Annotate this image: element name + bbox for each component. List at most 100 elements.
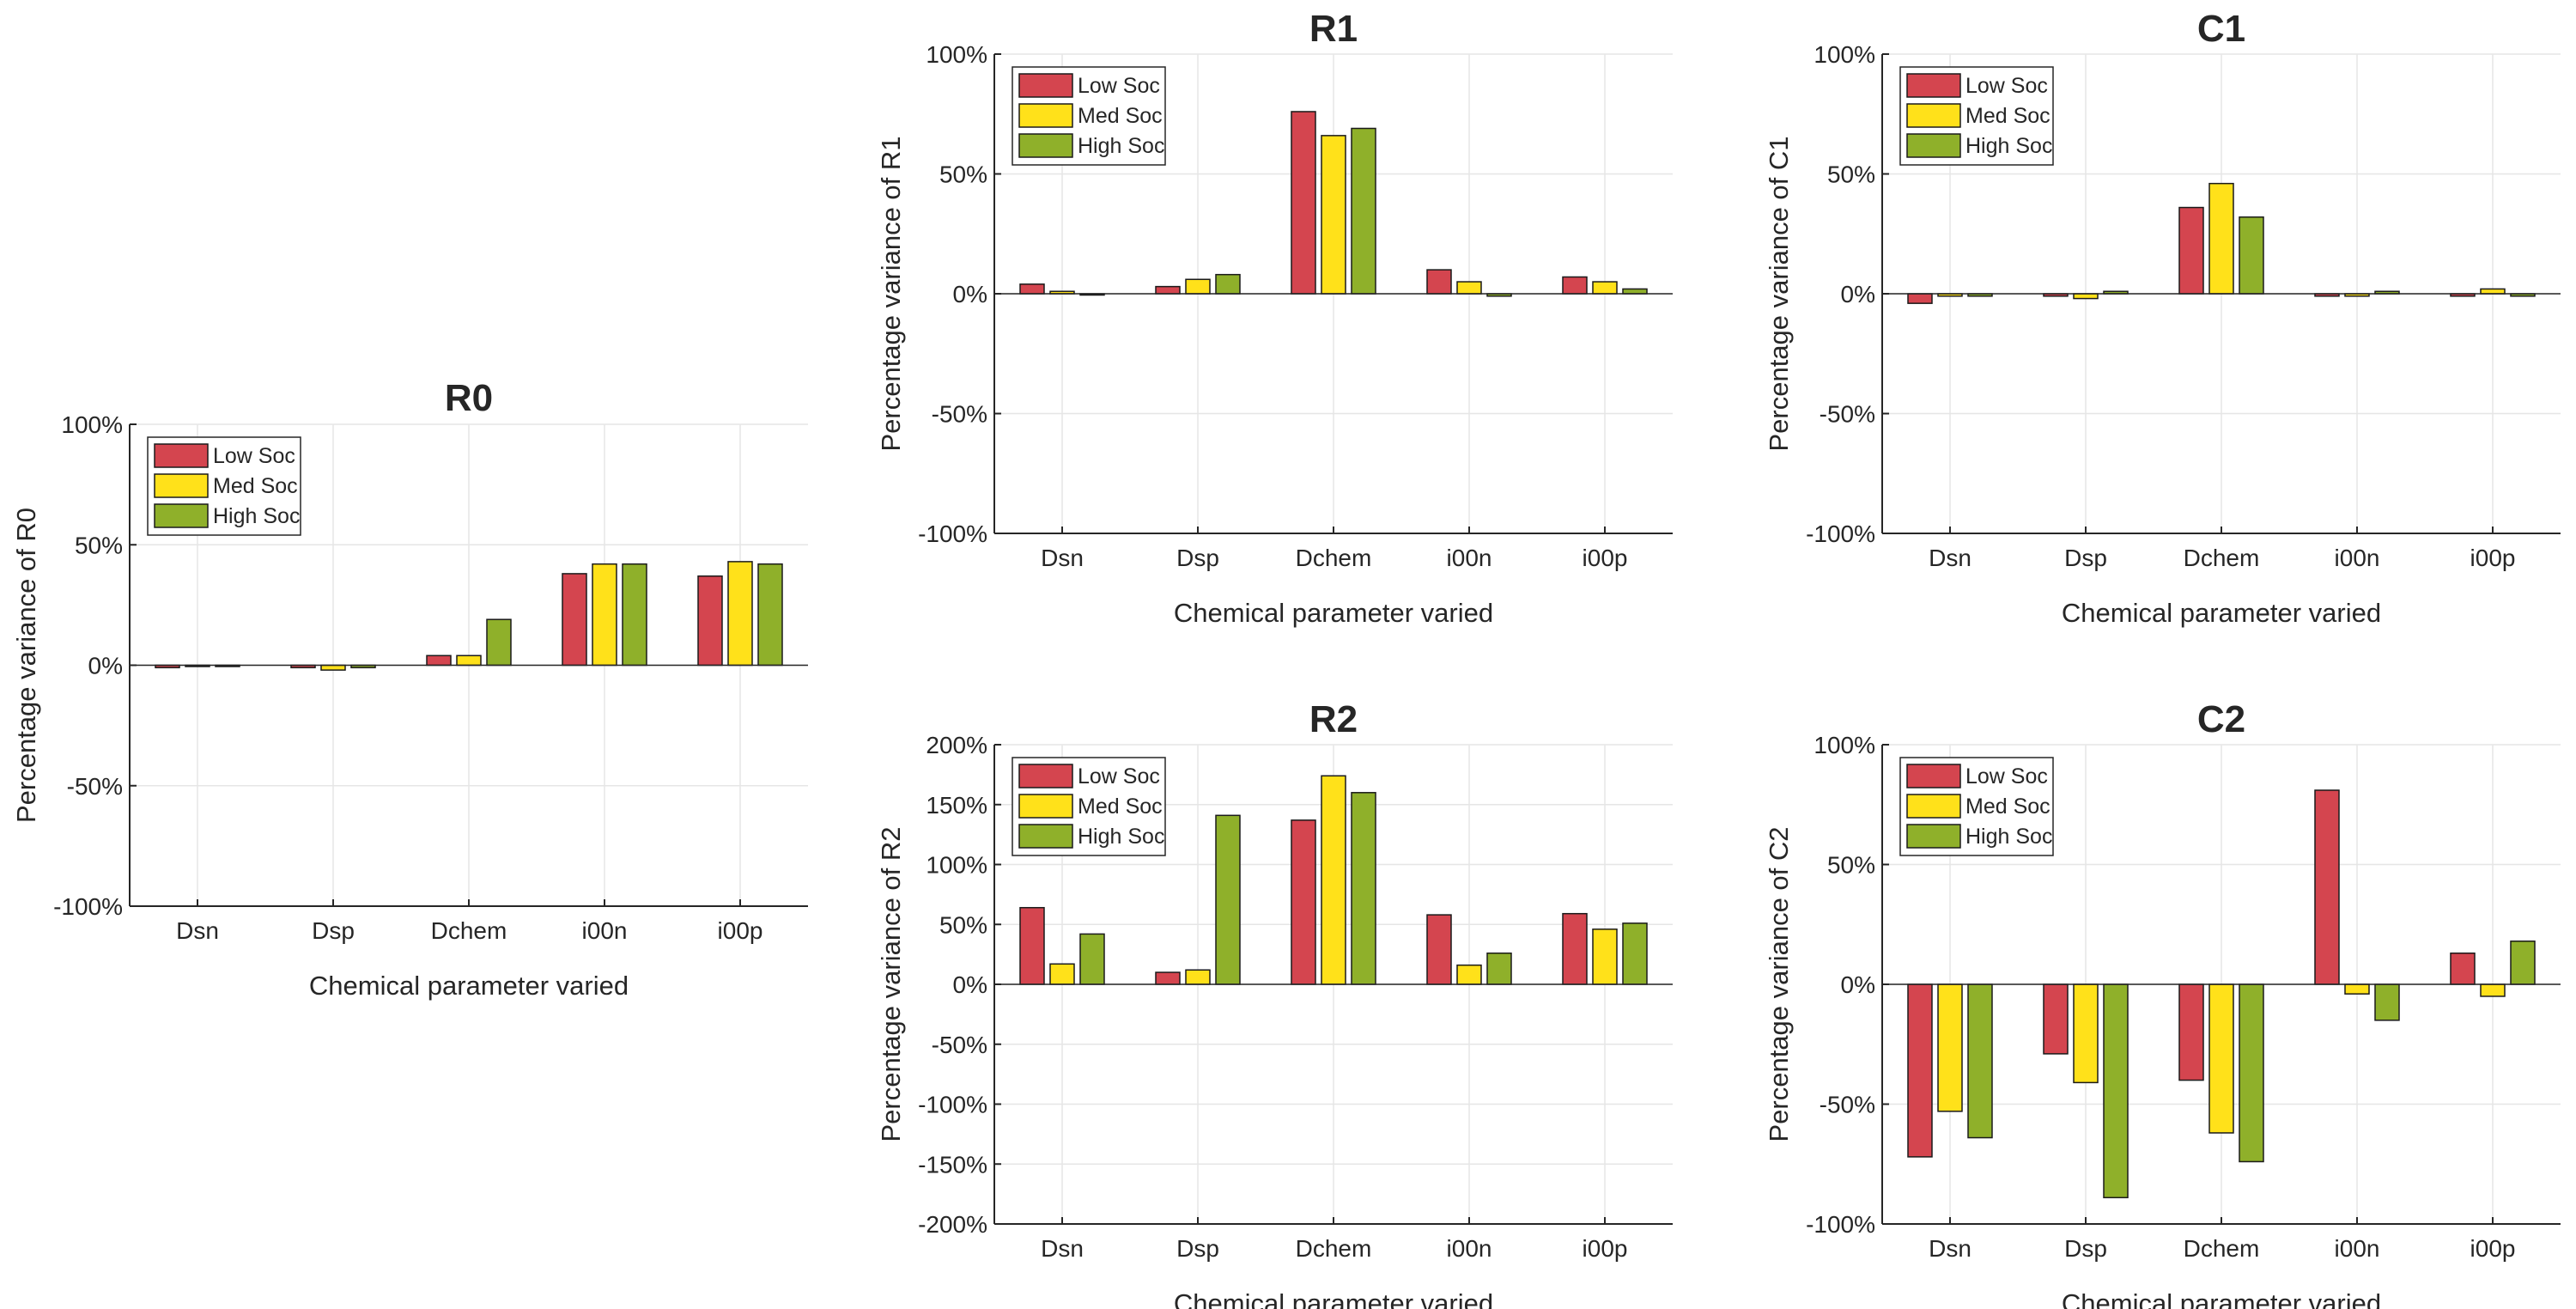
x-tick-label: Dsn [1929,545,1971,571]
bar-r2-low-soc-dsp [1155,971,1181,985]
y-tick-label: 0% [88,653,123,679]
x-tick-label: i00p [2470,545,2516,571]
bar-c2-high-soc-dchem [2239,983,2264,1163]
x-tick-label: i00p [1583,1235,1628,1262]
chart-title: C2 [2197,698,2245,740]
y-tick-label: 150% [926,792,987,819]
y-tick-label: 100% [1814,41,1875,68]
y-tick-label: -200% [918,1211,987,1238]
chart-r2: -200% -150% -100% -50% 0% 50% 100% 150% 200% Dsn D… [876,698,1673,1309]
y-tick-label: 200% [926,732,987,758]
bar-r0-med-soc-dsp [320,664,346,671]
x-tick-label: Dsn [1041,545,1084,571]
x-tick-label: i00p [718,917,763,944]
bar-r2-low-soc-i00p [1562,912,1588,985]
y-tick-label: -50% [932,1032,987,1058]
legend-swatch [1906,103,1961,128]
legend-swatch [1018,133,1073,158]
bar-r0-med-soc-i00n [592,563,617,667]
bar-r1-med-soc-i00p [1592,281,1618,295]
bar-r2-low-soc-i00n [1426,914,1452,985]
x-tick-label: i00n [582,917,628,944]
bar-r0-low-soc-dchem [426,654,452,667]
x-tick-label: i00p [1583,545,1628,571]
bar-c2-med-soc-dsn [1937,983,1963,1112]
bar-c1-high-soc-dchem [2239,216,2264,295]
x-tick-label: i00n [2335,1235,2380,1262]
bar-r2-high-soc-i00n [1486,952,1512,985]
y-tick-label: -50% [1820,1092,1875,1118]
legend-swatch [154,473,209,498]
y-axis-label: Percentage variance of R0 [11,508,41,823]
legend-swatch [1906,764,1961,788]
bar-r2-high-soc-dsp [1215,814,1241,985]
bar-r1-med-soc-i00n [1456,281,1482,295]
x-axis-label: Chemical parameter varied [2062,598,2381,628]
legend-swatch [1018,794,1073,819]
bar-c2-low-soc-dchem [2178,983,2204,1081]
y-tick-label: -100% [1806,1211,1875,1238]
legend-swatch [154,503,209,528]
legend-label: Low Soc [1965,764,2048,788]
bar-r2-high-soc-dchem [1351,792,1376,985]
bar-r2-low-soc-dsn [1019,906,1045,985]
legend-label: High Soc [1078,134,1164,158]
bar-r0-low-soc-i00n [562,573,587,667]
legend: Low Soc Med Soc High Soc [1899,66,2054,166]
y-axis-label: Percentage variance of R2 [876,826,906,1142]
x-tick-label: Dchem [2184,545,2260,571]
bar-c2-low-soc-i00n [2314,789,2340,985]
bar-r0-high-soc-i00p [757,563,783,667]
bar-c1-med-soc-dchem [2208,182,2234,295]
x-tick-label: Dchem [1296,545,1372,571]
chart-r0: -100% -50% 0% 50% 100% Dsn Dsp Dchem i00n i00p R0 C… [11,377,808,1001]
bar-r1-low-soc-dsp [1155,285,1181,295]
x-tick-label: i00n [2335,545,2380,571]
bar-r1-low-soc-dsn [1019,283,1045,295]
bar-c1-med-soc-i00p [2480,288,2506,295]
legend-label: High Soc [1965,134,2052,158]
bar-c2-high-soc-i00p [2510,941,2536,985]
bar-c2-med-soc-i00n [2344,983,2370,995]
legend-label: High Soc [213,504,300,528]
chart-r1: -100% -50% 0% 50% 100% Dsn Dsp Dchem i00n i00p R1 C… [876,8,1673,628]
legend-label: Med Soc [1965,795,2050,819]
legend-label: Med Soc [1078,104,1163,128]
bar-r1-low-soc-i00n [1426,269,1452,295]
y-tick-label: -100% [1806,521,1875,547]
x-tick-label: Dsp [2064,1235,2107,1262]
bar-r2-high-soc-i00p [1622,922,1648,985]
y-tick-label: 0% [1841,281,1875,307]
chart-title: C1 [2197,8,2245,50]
bar-r1-low-soc-dchem [1291,111,1316,295]
bar-r1-high-soc-i00p [1622,288,1648,295]
y-tick-label: 50% [939,161,987,188]
bar-r1-med-soc-dsp [1185,278,1211,295]
chart-c2: -100% -50% 0% 50% 100% Dsn Dsp Dchem i00n i00p C2 C… [1764,698,2561,1309]
x-tick-label: Dsp [1176,1235,1219,1262]
bar-r1-med-soc-dchem [1321,135,1346,295]
legend-label: Low Soc [1078,74,1160,98]
chart-title: R1 [1309,8,1358,50]
y-tick-label: -50% [1820,401,1875,428]
x-tick-label: Dsn [1041,1235,1084,1262]
x-tick-label: Dchem [431,917,507,944]
bar-c2-med-soc-dsp [2073,983,2099,1084]
bar-c2-high-soc-dsp [2103,983,2129,1199]
bar-r0-high-soc-dchem [486,618,512,667]
y-axis-label: Percentage variance of C1 [1764,136,1794,451]
bar-r1-high-soc-dchem [1351,127,1376,295]
x-axis-label: Chemical parameter varied [1174,1288,1493,1309]
y-tick-label: 0% [953,971,987,998]
legend-swatch [154,443,209,468]
legend: Low Soc Med Soc High Soc [1899,757,2054,856]
x-tick-label: Dsn [1929,1235,1971,1262]
y-tick-label: 100% [61,411,123,438]
y-tick-label: 0% [1841,971,1875,998]
y-tick-label: -50% [67,773,123,800]
legend-swatch [1906,73,1961,98]
legend-label: High Soc [1965,825,2052,849]
y-tick-label: 100% [926,41,987,68]
legend: Low Soc Med Soc High Soc [1012,757,1166,856]
y-axis-label: Percentage variance of C2 [1764,826,1794,1142]
